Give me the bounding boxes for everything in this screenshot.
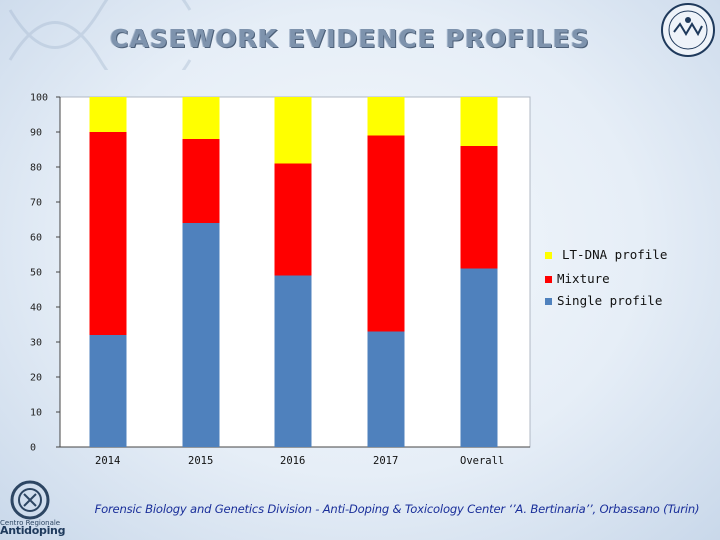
dna-helix-decoration — [8, 0, 192, 70]
bar-segment-lt-dna-profile-2014 — [89, 97, 127, 132]
y-tick-label: 30 — [30, 338, 42, 349]
institution-seal-icon — [661, 3, 715, 57]
x-tick-label: Overall — [460, 455, 504, 467]
bar-segment-single-profile-2016 — [274, 275, 312, 447]
logo-line-2: Antidoping — [0, 524, 66, 537]
bar-segment-mixture-2016 — [274, 163, 312, 276]
x-tick-label: 2015 — [188, 455, 213, 467]
x-tick-label: 2016 — [280, 455, 305, 467]
x-tick-label: 2014 — [95, 455, 120, 467]
bar-segment-mixture-overall — [460, 146, 498, 269]
bar-segment-lt-dna-profile-2017 — [367, 97, 405, 136]
logo-caption: Centro Regionale Antidoping — [0, 519, 66, 537]
logo-line-1: Centro Regionale — [0, 519, 61, 527]
legend-label: LT-DNA profile — [562, 247, 667, 262]
bar-segment-lt-dna-profile-2016 — [274, 97, 312, 164]
bar-segment-single-profile-overall — [460, 268, 498, 447]
legend-label: Single profile — [557, 293, 662, 308]
y-tick-label: 10 — [30, 408, 42, 419]
bar-segment-mixture-2017 — [367, 135, 405, 332]
y-tick-label: 40 — [30, 303, 42, 314]
y-tick-label: 60 — [30, 233, 42, 244]
legend-swatch — [545, 276, 552, 283]
centro-regionale-antidoping-logo — [10, 480, 50, 520]
bar-segment-lt-dna-profile-2015 — [182, 97, 220, 139]
bar-segment-single-profile-2014 — [89, 335, 127, 447]
y-tick-label: 70 — [30, 198, 42, 209]
y-tick-label: 50 — [30, 268, 42, 279]
bar-segment-mixture-2014 — [89, 132, 127, 335]
legend-swatch — [545, 298, 552, 305]
legend-label: Mixture — [557, 271, 610, 286]
x-tick-label: 2017 — [373, 455, 398, 467]
bar-segment-single-profile-2015 — [182, 223, 220, 447]
page-title: CASEWORK EVIDENCE PROFILES — [110, 24, 590, 53]
y-tick-label: 80 — [30, 163, 42, 174]
footer-credit: Forensic Biology and Genetics Division -… — [94, 502, 700, 516]
bar-segment-mixture-2015 — [182, 139, 220, 223]
legend-swatch — [545, 252, 552, 259]
y-tick-label: 100 — [30, 93, 48, 104]
bar-segment-lt-dna-profile-overall — [460, 97, 498, 146]
y-tick-label: 90 — [30, 128, 42, 139]
y-tick-label: 20 — [30, 373, 42, 384]
bar-segment-single-profile-2017 — [367, 331, 405, 447]
y-tick-label: 0 — [30, 443, 36, 454]
